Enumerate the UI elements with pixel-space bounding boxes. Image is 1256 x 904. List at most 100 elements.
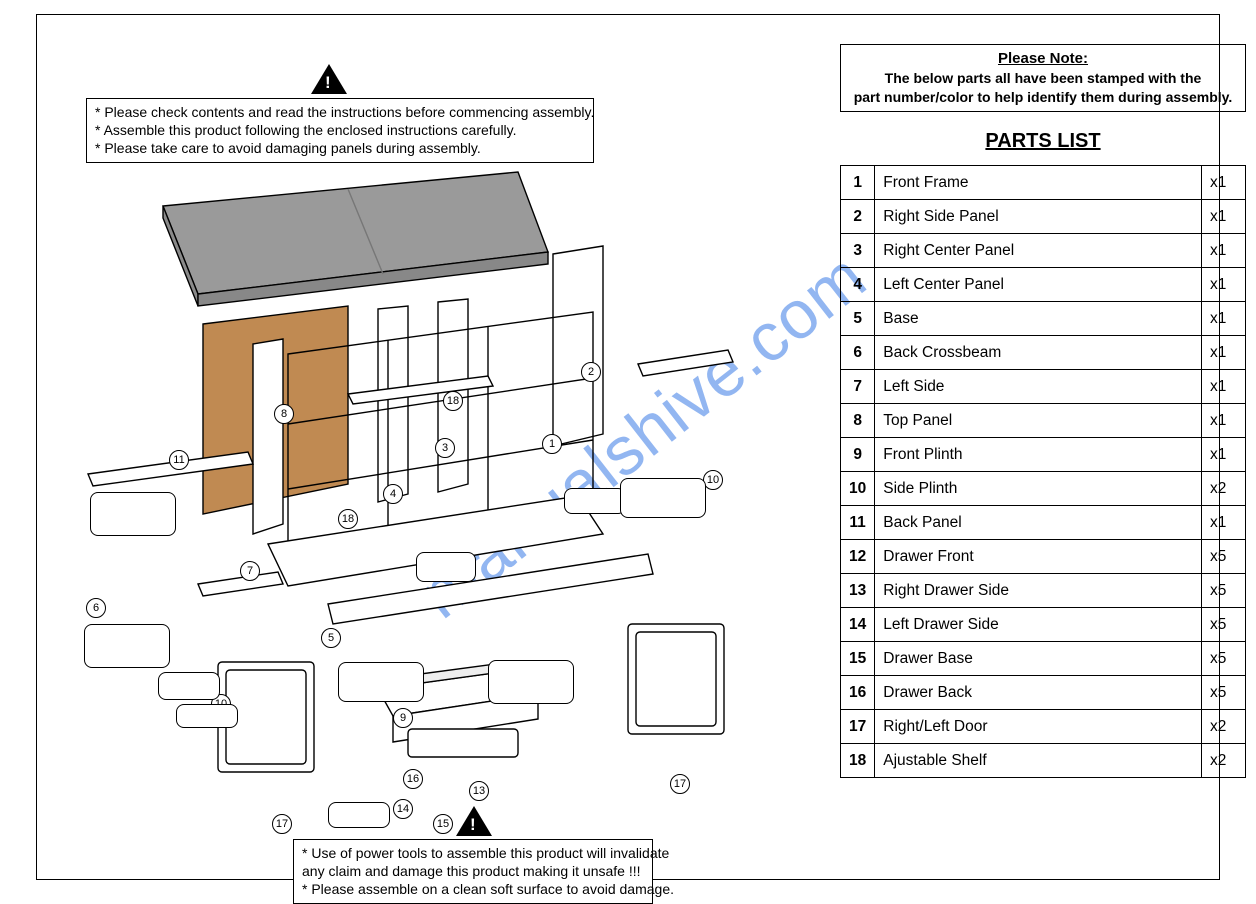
- callout-11: 11: [169, 450, 189, 470]
- please-note-title: Please Note:: [847, 49, 1239, 69]
- part-name: Left Center Panel: [875, 268, 1202, 302]
- blank-bubble: [338, 662, 424, 702]
- callout-13: 13: [469, 781, 489, 801]
- part-qty: x1: [1202, 438, 1246, 472]
- please-note-box: Please Note: The below parts all have be…: [840, 44, 1246, 112]
- part-qty: x5: [1202, 676, 1246, 710]
- blank-bubble: [620, 478, 706, 518]
- callout-3: 3: [435, 438, 455, 458]
- part-number: 16: [841, 676, 875, 710]
- parts-list-table: 1Front Framex12Right Side Panelx13Right …: [840, 165, 1246, 778]
- table-row: 15Drawer Basex5: [841, 642, 1246, 676]
- please-note-line: part number/color to help identify them …: [847, 88, 1239, 107]
- table-row: 9Front Plinthx1: [841, 438, 1246, 472]
- blank-bubble: [488, 660, 574, 704]
- callout-16: 16: [403, 769, 423, 789]
- part-name: Back Crossbeam: [875, 336, 1202, 370]
- callout-10b: 10: [703, 470, 723, 490]
- part-number: 5: [841, 302, 875, 336]
- blank-bubble: [328, 802, 390, 828]
- table-row: 14Left Drawer Sidex5: [841, 608, 1246, 642]
- part-number: 12: [841, 540, 875, 574]
- part-name: Right/Left Door: [875, 710, 1202, 744]
- bottom-warning-box: * Use of power tools to assemble this pr…: [293, 839, 653, 904]
- part-number: 4: [841, 268, 875, 302]
- part-number: 13: [841, 574, 875, 608]
- table-row: 10Side Plinthx2: [841, 472, 1246, 506]
- blank-bubble: [158, 672, 220, 700]
- part-number: 18: [841, 744, 875, 778]
- part-number: 9: [841, 438, 875, 472]
- table-row: 7Left Sidex1: [841, 370, 1246, 404]
- callout-5: 5: [321, 628, 341, 648]
- warning-line: * Please check contents and read the ins…: [95, 103, 585, 121]
- table-row: 12Drawer Frontx5: [841, 540, 1246, 574]
- warning-line: any claim and damage this product making…: [302, 862, 644, 880]
- table-row: 1Front Framex1: [841, 166, 1246, 200]
- part-qty: x1: [1202, 336, 1246, 370]
- part-qty: x2: [1202, 744, 1246, 778]
- callout-14: 14: [393, 799, 413, 819]
- part-name: Left Side: [875, 370, 1202, 404]
- part-name: Right Center Panel: [875, 234, 1202, 268]
- callout-4: 4: [383, 484, 403, 504]
- part-name: Front Frame: [875, 166, 1202, 200]
- part-number: 11: [841, 506, 875, 540]
- part-name: Drawer Front: [875, 540, 1202, 574]
- part-number: 15: [841, 642, 875, 676]
- part-number: 8: [841, 404, 875, 438]
- table-row: 2Right Side Panelx1: [841, 200, 1246, 234]
- blank-bubble: [176, 704, 238, 728]
- part-number: 14: [841, 608, 875, 642]
- part-number: 6: [841, 336, 875, 370]
- part-number: 7: [841, 370, 875, 404]
- part-qty: x5: [1202, 574, 1246, 608]
- part-name: Back Panel: [875, 506, 1202, 540]
- part-name: Top Panel: [875, 404, 1202, 438]
- part-qty: x5: [1202, 608, 1246, 642]
- callout-2: 2: [581, 362, 601, 382]
- part-qty: x2: [1202, 710, 1246, 744]
- part-name: Drawer Base: [875, 642, 1202, 676]
- table-row: 16Drawer Backx5: [841, 676, 1246, 710]
- part-name: Right Side Panel: [875, 200, 1202, 234]
- part-name: Right Drawer Side: [875, 574, 1202, 608]
- table-row: 4Left Center Panelx1: [841, 268, 1246, 302]
- callout-15: 15: [433, 814, 453, 834]
- warning-line: * Use of power tools to assemble this pr…: [302, 844, 644, 862]
- callout-17b: 17: [670, 774, 690, 794]
- part-name: Left Drawer Side: [875, 608, 1202, 642]
- part-qty: x1: [1202, 506, 1246, 540]
- table-row: 5Basex1: [841, 302, 1246, 336]
- part-qty: x2: [1202, 472, 1246, 506]
- blank-bubble: [564, 488, 626, 514]
- warning-line: * Please assemble on a clean soft surfac…: [302, 880, 644, 898]
- blank-bubble: [90, 492, 176, 536]
- table-row: 8Top Panelx1: [841, 404, 1246, 438]
- part-name: Base: [875, 302, 1202, 336]
- table-row: 3Right Center Panelx1: [841, 234, 1246, 268]
- part-qty: x1: [1202, 370, 1246, 404]
- table-row: 11Back Panelx1: [841, 506, 1246, 540]
- callout-8: 8: [274, 404, 294, 424]
- part-name: Ajustable Shelf: [875, 744, 1202, 778]
- callout-1: 1: [542, 434, 562, 454]
- right-column: Please Note: The below parts all have be…: [840, 44, 1246, 778]
- table-row: 18Ajustable Shelfx2: [841, 744, 1246, 778]
- please-note-line: The below parts all have been stamped wi…: [847, 69, 1239, 88]
- blank-bubble: [416, 552, 476, 582]
- callout-6: 6: [86, 598, 106, 618]
- table-row: 6Back Crossbeamx1: [841, 336, 1246, 370]
- diagram-area: * Please check contents and read the ins…: [48, 24, 808, 874]
- callout-9: 9: [393, 708, 413, 728]
- part-number: 17: [841, 710, 875, 744]
- part-qty: x1: [1202, 234, 1246, 268]
- warning-triangle-icon: [311, 64, 347, 94]
- callout-17: 17: [272, 814, 292, 834]
- part-qty: x5: [1202, 540, 1246, 574]
- callout-7: 7: [240, 561, 260, 581]
- parts-list-title: PARTS LIST: [840, 130, 1246, 153]
- callout-18b: 18: [338, 509, 358, 529]
- part-qty: x1: [1202, 166, 1246, 200]
- part-qty: x1: [1202, 302, 1246, 336]
